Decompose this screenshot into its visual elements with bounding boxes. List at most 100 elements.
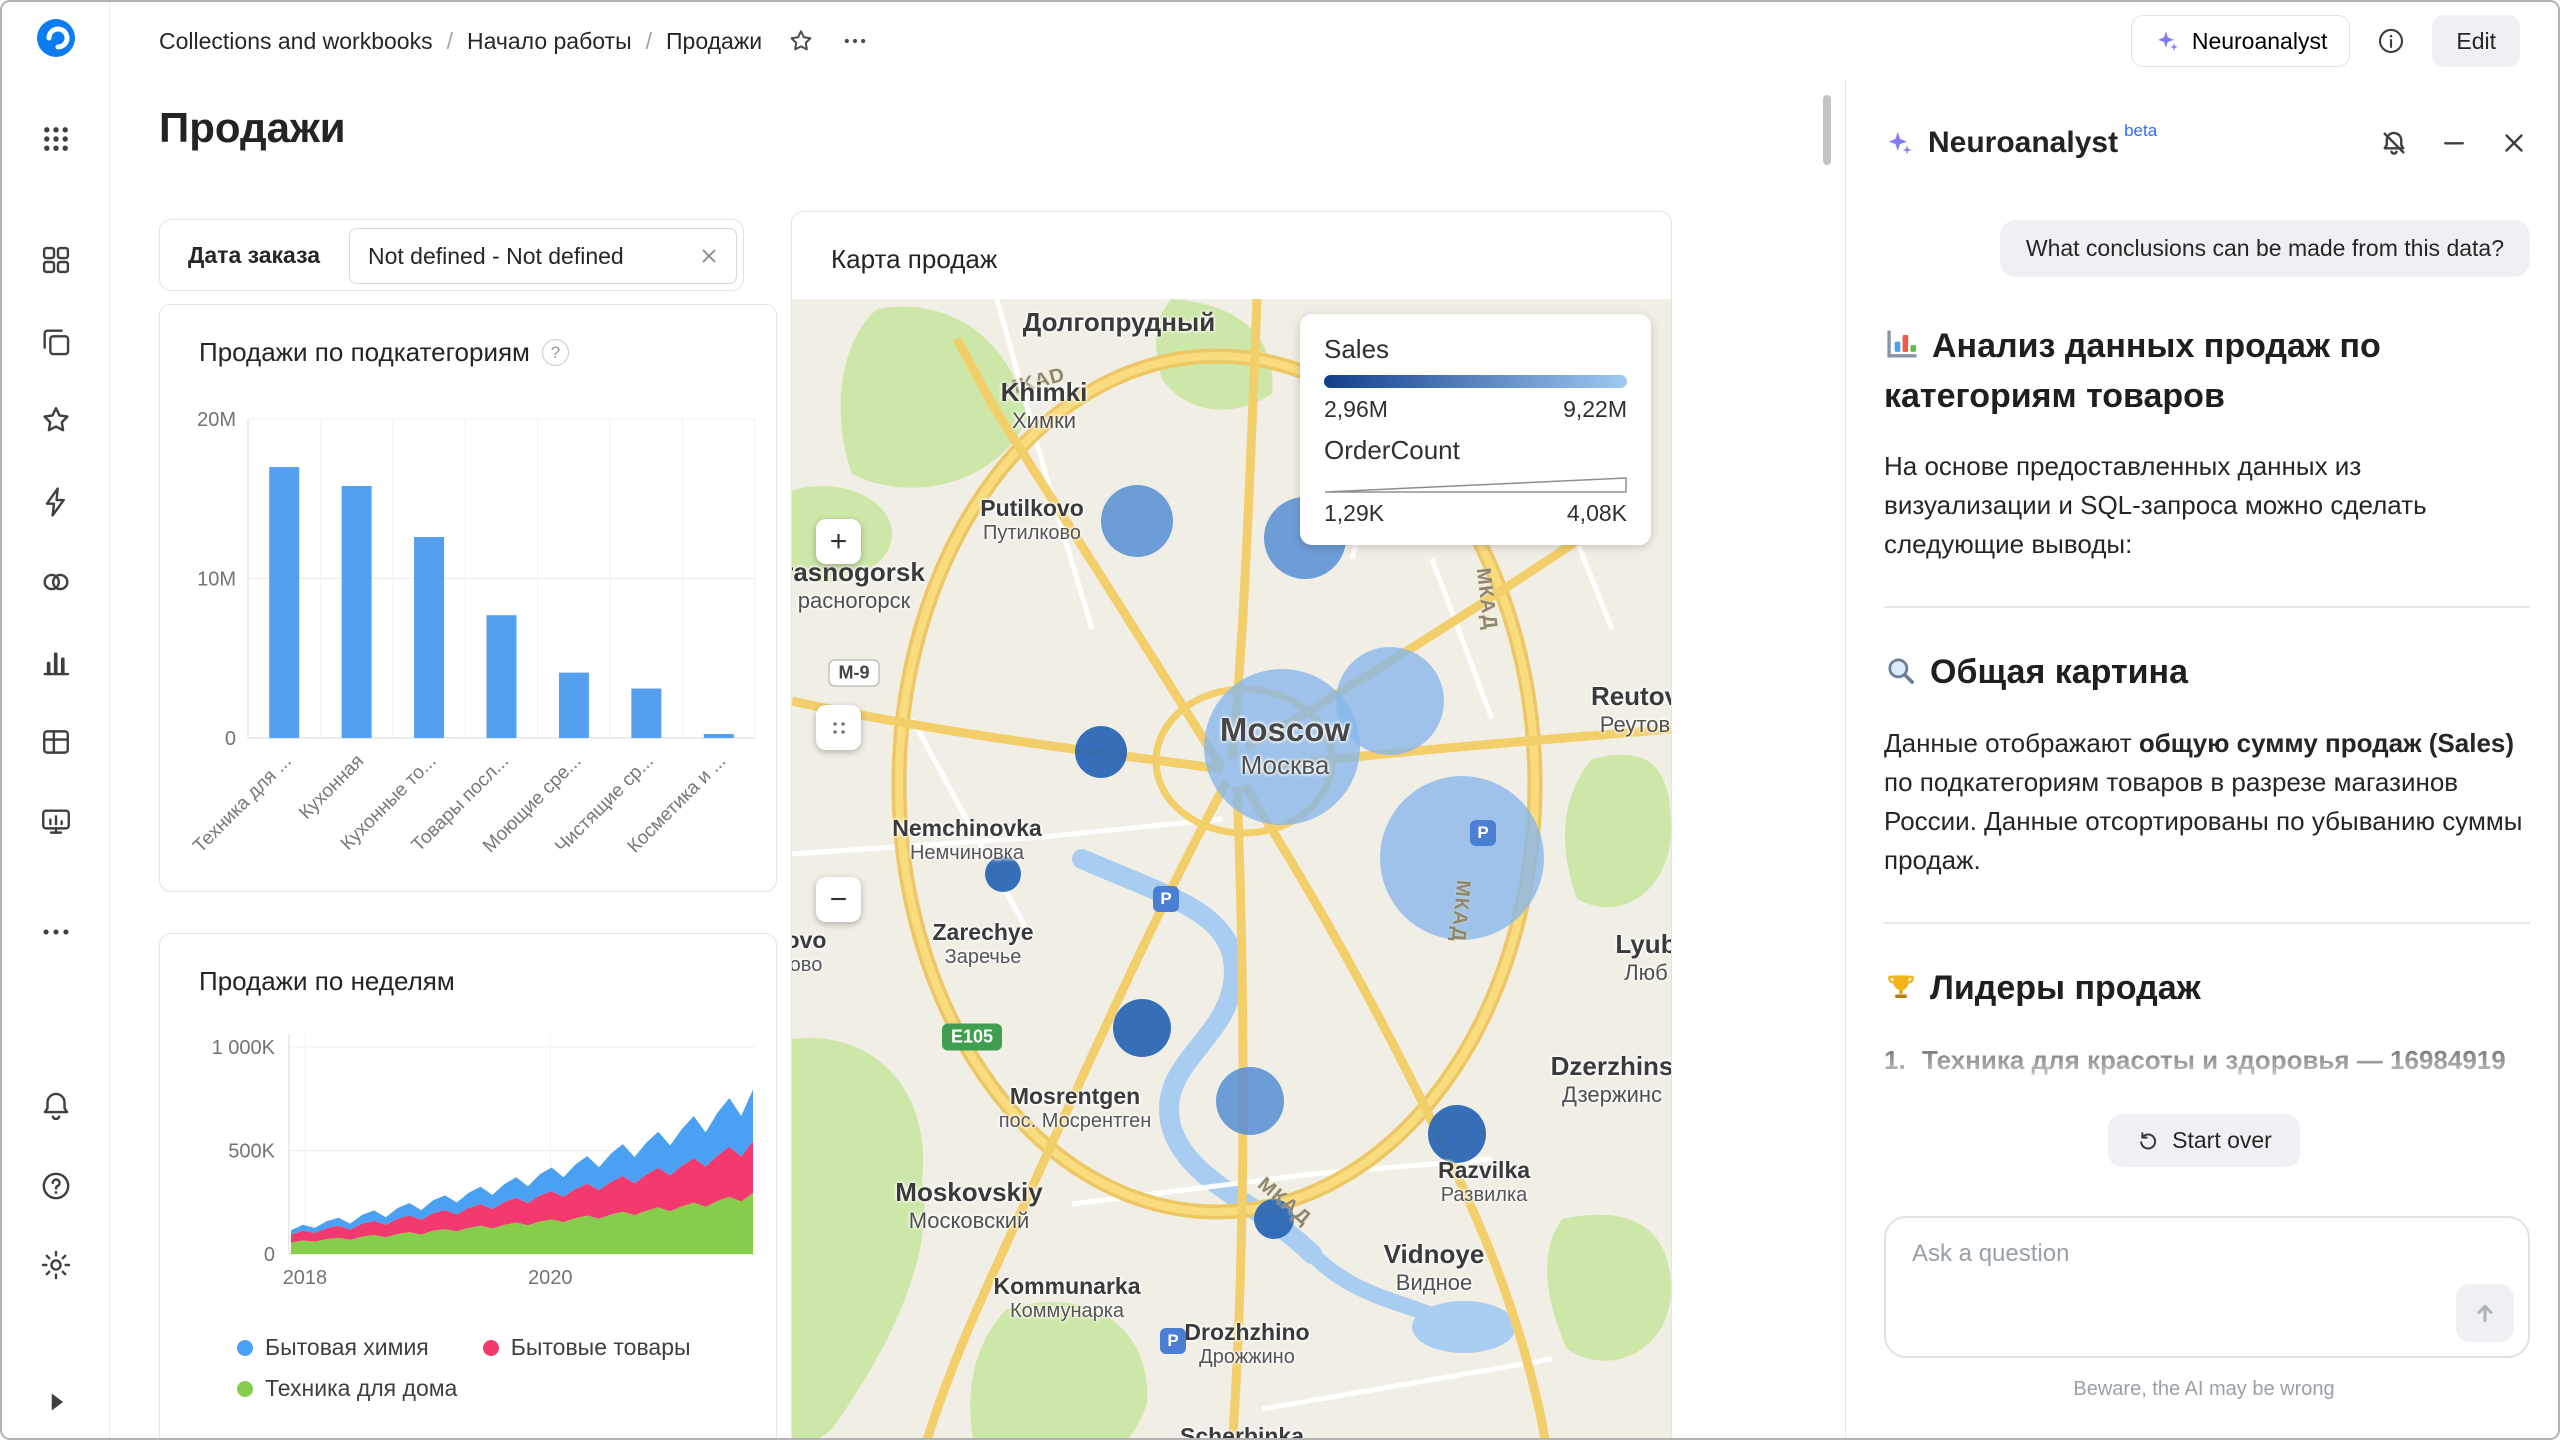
svg-text:1 000K: 1 000K	[212, 1037, 276, 1059]
datalens-logo-icon[interactable]	[36, 18, 76, 58]
legend-item[interactable]: Техника для дома	[237, 1375, 457, 1402]
clear-filter-icon[interactable]	[696, 243, 722, 269]
notifications-off-icon[interactable]	[2378, 127, 2410, 159]
response-heading: Анализ данных продаж по категориям товар…	[1884, 324, 2464, 419]
apps-grid-icon[interactable]	[39, 122, 73, 156]
info-icon[interactable]	[2376, 26, 2406, 56]
svg-text:2018: 2018	[283, 1267, 328, 1289]
chart-help-icon[interactable]: ?	[542, 339, 569, 366]
send-arrow-icon	[2471, 1299, 2499, 1327]
scrollbar-thumb[interactable]	[1823, 95, 1831, 165]
map-viewport[interactable]: ДолгопрудныйKhimkiХимкиPutilkovoПутилков…	[792, 299, 1671, 1440]
zoom-in-button[interactable]: +	[816, 519, 861, 564]
subcat-chart-title: Продажи по подкатегориям	[199, 337, 530, 368]
sales-min: 2,96M	[1324, 396, 1388, 423]
notifications-bell-icon[interactable]	[39, 1089, 73, 1123]
workbooks-icon[interactable]	[39, 325, 73, 359]
date-filter-card: Дата заказа Not defined - Not defined	[159, 219, 744, 291]
svg-text:0: 0	[264, 1244, 275, 1266]
settings-gear-icon[interactable]	[39, 1248, 73, 1282]
bar[interactable]	[631, 689, 661, 738]
help-icon[interactable]	[39, 1169, 73, 1203]
leaders-heading: Лидеры продаж	[1884, 966, 2530, 1016]
map-place-label: MoscowМосква	[1220, 711, 1350, 781]
magnifier-icon	[1884, 654, 1918, 700]
map-place-label: RazvilkaРазвилка	[1438, 1157, 1530, 1208]
bar[interactable]	[269, 467, 299, 738]
ordercount-scale-icon	[1324, 476, 1627, 494]
favorites-star-icon[interactable]	[39, 403, 73, 437]
bar[interactable]	[487, 615, 517, 738]
edit-button[interactable]: Edit	[2432, 15, 2520, 67]
map-place-label: KhimkiХимки	[1001, 377, 1088, 434]
bar[interactable]	[704, 734, 734, 738]
charts-icon[interactable]	[39, 645, 73, 679]
favorite-star-icon[interactable]	[786, 26, 816, 56]
app-window: Collections and workbooks / Начало работ…	[0, 0, 2560, 1440]
assistant-response: Анализ данных продаж по категориям товар…	[1884, 324, 2530, 1116]
breadcrumb-more-icon[interactable]	[840, 26, 870, 56]
collections-icon[interactable]	[39, 243, 73, 277]
sidebar	[2, 2, 110, 1438]
map-place-label: PutilkovoПутилково	[980, 495, 1084, 546]
minimize-icon[interactable]	[2438, 127, 2470, 159]
question-input-box	[1884, 1216, 2530, 1358]
restart-icon	[2136, 1129, 2160, 1153]
overview-heading: Общая картина	[1884, 650, 2530, 700]
road-badge: M-9	[829, 660, 880, 687]
bar[interactable]	[559, 673, 589, 738]
weekly-legend: Бытовая химия Бытовые товары Техника для…	[237, 1334, 691, 1402]
ordercount-max: 4,08K	[1567, 500, 1627, 527]
response-intro: На основе предоставленных данных из визу…	[1884, 447, 2530, 564]
sales-max: 9,22M	[1563, 396, 1627, 423]
road-badge: МКАД	[1471, 567, 1501, 632]
zoom-out-button[interactable]: −	[816, 877, 861, 922]
bar[interactable]	[414, 537, 444, 738]
bar[interactable]	[342, 486, 372, 738]
send-button[interactable]	[2456, 1284, 2514, 1342]
breadcrumb-collections[interactable]: Collections and workbooks	[159, 28, 433, 55]
neuroanalyst-button[interactable]: Neuroanalyst	[2131, 15, 2351, 67]
more-icon[interactable]	[39, 915, 73, 949]
date-range-value: Not defined - Not defined	[368, 243, 624, 270]
legend-dot	[237, 1340, 253, 1356]
ruler-icon[interactable]	[816, 705, 861, 750]
top-bar: Collections and workbooks / Начало работ…	[110, 2, 2558, 80]
start-over-label: Start over	[2172, 1127, 2272, 1154]
connections-icon[interactable]	[39, 565, 73, 599]
parking-icon: P	[1160, 1328, 1186, 1354]
map-place-label: rasnogorskрасногорск	[792, 557, 925, 614]
close-icon[interactable]	[2498, 127, 2530, 159]
dashboard-area: Продажи Дата заказа Not defined - Not de…	[110, 80, 1820, 1440]
dashboards-icon[interactable]	[39, 805, 73, 839]
svg-text:500K: 500K	[228, 1141, 275, 1163]
user-message: What conclusions can be made from this d…	[1884, 220, 2530, 277]
map-place-label: ZarechyeЗаречье	[932, 919, 1033, 970]
user-message-bubble: What conclusions can be made from this d…	[2000, 220, 2530, 277]
svg-text:Кухонная: Кухонная	[295, 751, 368, 824]
expand-panel-icon[interactable]	[39, 1385, 73, 1419]
start-over-button[interactable]: Start over	[2108, 1114, 2300, 1167]
date-range-select[interactable]: Not defined - Not defined	[349, 228, 737, 284]
svg-text:Техника для ...: Техника для ...	[189, 751, 295, 857]
quick-actions-icon[interactable]	[39, 485, 73, 519]
question-input[interactable]	[1886, 1218, 2528, 1356]
legend-item[interactable]: Бытовые товары	[483, 1334, 691, 1361]
assistant-title: Neuroanalyst	[1928, 126, 2118, 160]
weekly-chart-title: Продажи по неделям	[199, 966, 455, 997]
subcategory-sales-card: Продажи по подкатегориям ? 010M20MТехник…	[159, 304, 777, 892]
overview-heading-text: Общая картина	[1930, 653, 2188, 691]
svg-text:0: 0	[225, 728, 236, 750]
divider	[1884, 922, 2530, 924]
legend-dot	[237, 1381, 253, 1397]
breadcrumb-getting-started[interactable]: Начало работы	[467, 28, 632, 55]
breadcrumb-separator: /	[447, 28, 453, 55]
sales-legend-label: Sales	[1324, 334, 1627, 365]
legend-item[interactable]: Бытовая химия	[237, 1334, 429, 1361]
ordercount-min: 1,29K	[1324, 500, 1384, 527]
map-place-label: ovoово	[792, 927, 826, 978]
map-place-label: KommunarkaКоммунарка	[994, 1273, 1141, 1324]
map-place-label: NemchinovkaНемчиновка	[892, 815, 1042, 866]
weekly-sales-card: Продажи по неделям 201820200500K1 000K Б…	[159, 933, 777, 1440]
datasets-icon[interactable]	[39, 725, 73, 759]
